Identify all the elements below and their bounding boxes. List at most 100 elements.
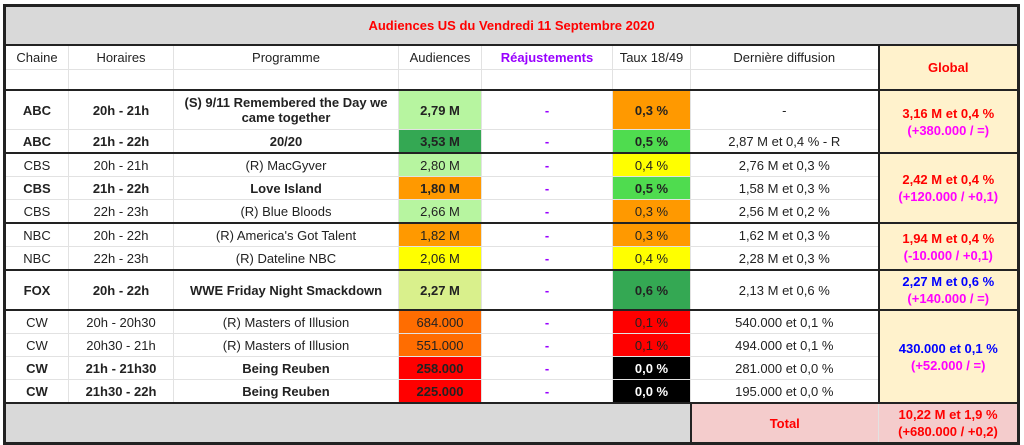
- global-main: 2,27 M et 0,6 %: [902, 274, 995, 289]
- cell-chaine: ABC: [4, 129, 69, 154]
- cell-audience: 258.000: [398, 356, 482, 380]
- cell-derniere-diffusion: 2,76 M et 0,3 %: [690, 152, 879, 177]
- cell-horaires: 22h - 23h: [68, 246, 174, 271]
- cell-derniere-diffusion: 2,13 M et 0,6 %: [690, 269, 879, 311]
- header-taux: Taux 18/49: [612, 44, 691, 70]
- cell-horaires: 21h30 - 22h: [68, 379, 174, 404]
- cell-taux: 0,1 %: [612, 333, 691, 357]
- cell-derniere-diffusion: 2,28 M et 0,3 %: [690, 246, 879, 271]
- cell-audience: 551.000: [398, 333, 482, 357]
- cell-global: 2,42 M et 0,4 % (+120.000 / +0,1): [877, 152, 1019, 224]
- cell-audience: 2,06 M: [398, 246, 482, 271]
- cell-chaine: CBS: [4, 176, 69, 200]
- cell-reajustement: -: [481, 379, 613, 404]
- cell-taux: 0,5 %: [612, 176, 691, 200]
- cell-derniere-diffusion: 281.000 et 0,0 %: [690, 356, 879, 380]
- global-main: 1,94 M et 0,4 %: [902, 230, 995, 246]
- cell-reajustement: -: [481, 176, 613, 200]
- cell-taux: 0,0 %: [612, 379, 691, 404]
- header-reajustements: Réajustements: [481, 44, 613, 70]
- global-diff: (+120.000 / +0,1): [898, 189, 999, 204]
- cell-derniere-diffusion: 1,62 M et 0,3 %: [690, 222, 879, 247]
- cell-audience: 2,80 M: [398, 152, 482, 177]
- cell-horaires: 20h - 20h30: [68, 309, 174, 334]
- header-programme: Programme: [173, 44, 399, 70]
- cell-horaires: 20h - 22h: [68, 222, 174, 247]
- cell-taux: 0,3 %: [612, 199, 691, 224]
- header-derniere: Dernière diffusion: [690, 44, 879, 70]
- cell-programme: Love Island: [173, 176, 399, 200]
- cell-reajustement: -: [481, 356, 613, 380]
- global-main: 2,42 M et 0,4 %: [902, 172, 995, 187]
- cell-chaine: CBS: [4, 152, 69, 177]
- cell-horaires: 20h - 21h: [68, 152, 174, 177]
- table-row: CW 21h30 - 22h Being Reuben 225.000-0,0 % 19…: [4, 379, 1019, 404]
- table-row: NBC 22h - 23h (R) Dateline NBC 2,06 M -0,4 %…: [4, 246, 1019, 271]
- cell-chaine: CW: [4, 309, 69, 334]
- cell-programme: (R) Dateline NBC: [173, 246, 399, 271]
- cell-taux: 0,3 %: [612, 222, 691, 247]
- cell-programme: (R) Masters of Illusion: [173, 333, 399, 357]
- global-main: 3,16 M et 0,4 %: [902, 105, 995, 121]
- cell-global: 1,94 M et 0,4 % (-10.000 / +0,1): [877, 222, 1019, 271]
- cell-audience: 2,79 M: [398, 89, 482, 130]
- cell-reajustement: -: [481, 246, 613, 271]
- cell-taux: 0,0 %: [612, 356, 691, 380]
- cell-derniere-diffusion: 540.000 et 0,1 %: [690, 309, 879, 334]
- cell-audience: 2,27 M: [398, 269, 482, 311]
- table-row: ABC 20h - 21h (S) 9/11 Remembered the Day …: [4, 89, 1019, 154]
- cell-horaires: 20h30 - 21h: [68, 333, 174, 357]
- global-diff: (-10.000 / +0,1): [903, 247, 993, 263]
- cell-reajustement: -: [481, 129, 613, 154]
- table-row: CBS 22h - 23h (R) Blue Bloods 2,66 M -0,3 % 2…: [4, 199, 1019, 224]
- cell-taux: 0,3 %: [612, 89, 691, 130]
- cell-horaires: 20h - 21h: [68, 89, 174, 130]
- cell-reajustement: -: [481, 309, 613, 334]
- table-row: ABC 21h - 22h 20/20 3,53 M -0,5 % 2,87 M et 0…: [4, 129, 1019, 154]
- header-chaine: Chaine: [4, 44, 69, 70]
- cell-horaires: 21h - 22h: [68, 176, 174, 200]
- cell-audience: 3,53 M: [398, 129, 482, 154]
- table-row: NBC 20h - 22h (R) America's Got Talent 1,82…: [4, 222, 1019, 271]
- total-diff: (+680.000 / +0,2): [898, 424, 998, 439]
- audiences-table: Audiences US du Vendredi 11 Septembre 20…: [3, 4, 1020, 445]
- cell-global: 2,27 M et 0,6 % (+140.000 / =): [877, 269, 1019, 311]
- cell-chaine: NBC: [4, 246, 69, 271]
- cell-global: 3,16 M et 0,4 % (+380.000 / =): [877, 89, 1019, 154]
- cell-audience: 684.000: [398, 309, 482, 334]
- table-row: CW 20h30 - 21h (R) Masters of Illusion 551.…: [4, 333, 1019, 357]
- cell-taux: 0,4 %: [612, 152, 691, 177]
- cell-programme: 20/20: [173, 129, 399, 154]
- cell-derniere-diffusion: -: [690, 89, 879, 130]
- cell-chaine: CBS: [4, 199, 69, 224]
- cell-chaine: CW: [4, 356, 69, 380]
- cell-derniere-diffusion: 2,56 M et 0,2 %: [690, 199, 879, 224]
- cell-reajustement: -: [481, 89, 613, 130]
- table-row: CW 21h - 21h30 Being Reuben 258.000-0,0 % 28…: [4, 356, 1019, 380]
- cell-chaine: NBC: [4, 222, 69, 247]
- header-audiences: Audiences: [398, 44, 482, 70]
- cell-programme: (R) Masters of Illusion: [173, 309, 399, 334]
- cell-audience: 1,82 M: [398, 222, 482, 247]
- header-horaires: Horaires: [68, 44, 174, 70]
- cell-audience: 2,66 M: [398, 199, 482, 224]
- cell-audience: 225.000: [398, 379, 482, 404]
- cell-horaires: 21h - 22h: [68, 129, 174, 154]
- cell-chaine: CW: [4, 379, 69, 404]
- cell-horaires: 20h - 22h: [68, 269, 174, 311]
- cell-derniere-diffusion: 494.000 et 0,1 %: [690, 333, 879, 357]
- cell-reajustement: -: [481, 222, 613, 247]
- cell-audience: 1,80 M: [398, 176, 482, 200]
- cell-programme: Being Reuben: [173, 379, 399, 404]
- global-diff: (+380.000 / =): [907, 122, 990, 138]
- global-diff: (+52.000 / =): [911, 357, 986, 373]
- header-global: Global: [877, 44, 1019, 91]
- cell-programme: WWE Friday Night Smackdown: [173, 269, 399, 311]
- cell-derniere-diffusion: 195.000 et 0,0 %: [690, 379, 879, 404]
- cell-programme: (R) America's Got Talent: [173, 222, 399, 247]
- cell-programme: Being Reuben: [173, 356, 399, 380]
- cell-chaine: FOX: [4, 269, 69, 311]
- total-label: Total: [689, 402, 879, 444]
- total-value: 10,22 M et 1,9 % (+680.000 / +0,2): [878, 402, 1019, 444]
- cell-horaires: 21h - 21h30: [68, 356, 174, 380]
